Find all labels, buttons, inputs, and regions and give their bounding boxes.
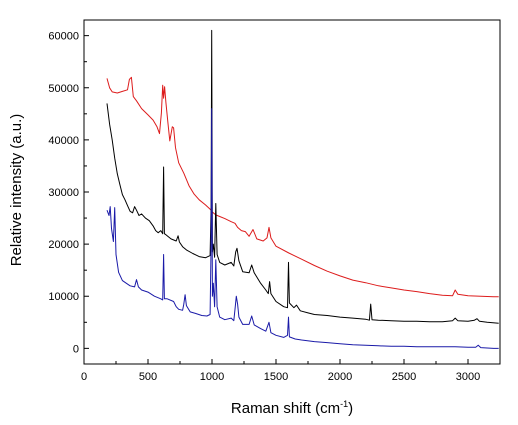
x-tick-label: 500 <box>139 371 157 383</box>
y-tick-label: 50000 <box>48 83 79 95</box>
spectrum-line-2 <box>106 29 499 324</box>
y-axis-ticks: 0 10000 20000 30000 40000 50000 60000 <box>48 31 89 355</box>
y-tick-label: 20000 <box>48 239 79 251</box>
plot-frame <box>83 19 501 365</box>
y-tick-label: 10000 <box>48 291 79 303</box>
x-axis-title: Raman shift (cm-1) <box>231 399 353 417</box>
x-axis-ticks: 0 500 1000 1500 2000 2500 3000 <box>81 359 480 383</box>
y-tick-label: 30000 <box>48 187 79 199</box>
x-tick-label: 0 <box>81 371 87 383</box>
y-tick-label: 60000 <box>48 31 79 43</box>
y-axis-title: Relative intensity (a.u.) <box>8 114 25 267</box>
y-tick-label: 0 <box>73 343 79 355</box>
plot-layer <box>106 29 499 349</box>
x-tick-label: 1500 <box>264 371 288 383</box>
spectrum-line-1 <box>106 76 499 298</box>
x-tick-label: 3000 <box>456 371 480 383</box>
x-tick-label: 1000 <box>200 371 224 383</box>
x-tick-label: 2000 <box>328 371 352 383</box>
x-tick-label: 2500 <box>392 371 416 383</box>
spectrum-line-3 <box>106 108 499 349</box>
y-tick-label: 40000 <box>48 135 79 147</box>
